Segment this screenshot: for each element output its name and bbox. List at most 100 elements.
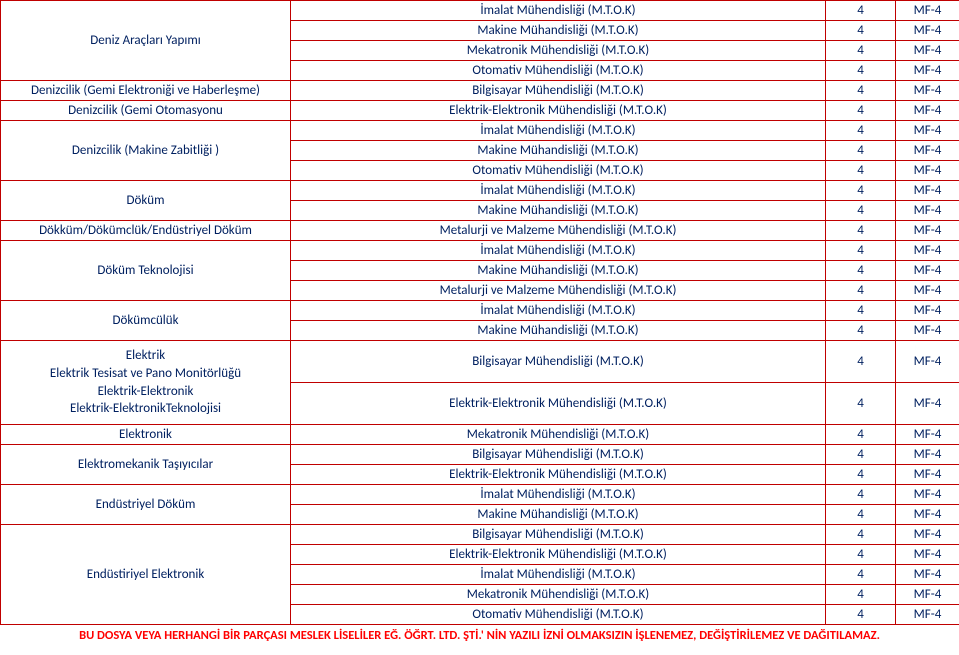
years-cell: 4 (826, 241, 896, 261)
table-row: Denizcilik (Makine Zabitliği )İmalat Müh… (1, 121, 959, 141)
years-cell: 4 (826, 585, 896, 605)
years-cell: 4 (826, 61, 896, 81)
program-cell: İmalat Mühendisliği (M.T.O.K) (291, 241, 826, 261)
program-cell: Elektrik-Elektronik Mühendisliği (M.T.O.… (291, 383, 826, 425)
category-cell: Elektronik (1, 425, 291, 445)
years-cell: 4 (826, 465, 896, 485)
years-cell: 4 (826, 445, 896, 465)
footer-warning: BU DOSYA VEYA HERHANGİ BİR PARÇASI MESLE… (0, 625, 959, 646)
program-cell: Otomativ Mühendisliği (M.T.O.K) (291, 605, 826, 625)
category-cell: Döküm Teknolojisi (1, 241, 291, 301)
table-row: Dökküm/Dökümclük/Endüstriyel DökümMetalu… (1, 221, 959, 241)
program-cell: Makine Mühandisliği (M.T.O.K) (291, 21, 826, 41)
score-cell: MF-4 (896, 505, 959, 525)
years-cell: 4 (826, 141, 896, 161)
program-cell: İmalat Mühendisliği (M.T.O.K) (291, 565, 826, 585)
program-cell: İmalat Mühendisliği (M.T.O.K) (291, 121, 826, 141)
category-cell: Dökümcülük (1, 301, 291, 341)
years-cell: 4 (826, 525, 896, 545)
program-cell: Makine Mühandisliği (M.T.O.K) (291, 141, 826, 161)
years-cell: 4 (826, 181, 896, 201)
program-cell: Elektrik-Elektronik Mühendisliği (M.T.O.… (291, 465, 826, 485)
years-cell: 4 (826, 605, 896, 625)
program-cell: Metalurji ve Malzeme Mühendisliği (M.T.O… (291, 281, 826, 301)
program-cell: Metalurji ve Malzeme Mühendisliği (M.T.O… (291, 221, 826, 241)
years-cell: 4 (826, 321, 896, 341)
table-row: Dökümİmalat Mühendisliği (M.T.O.K)4MF-4 (1, 181, 959, 201)
score-cell: MF-4 (896, 281, 959, 301)
table-row: Elektromekanik TaşıyıcılarBilgisayar Müh… (1, 445, 959, 465)
years-cell: 4 (826, 301, 896, 321)
category-cell: Denizcilik (Gemi Otomasyonu (1, 101, 291, 121)
table-row: Denizcilik (Gemi OtomasyonuElektrik-Elek… (1, 101, 959, 121)
table-row: Denizcilik (Gemi Elektroniği ve Haberleş… (1, 81, 959, 101)
category-cell: Denizcilik (Makine Zabitliği ) (1, 121, 291, 181)
score-cell: MF-4 (896, 565, 959, 585)
years-cell: 4 (826, 81, 896, 101)
years-cell: 4 (826, 21, 896, 41)
score-cell: MF-4 (896, 181, 959, 201)
years-cell: 4 (826, 41, 896, 61)
years-cell: 4 (826, 101, 896, 121)
category-cell: Döküm (1, 181, 291, 221)
years-cell: 4 (826, 341, 896, 383)
score-cell: MF-4 (896, 1, 959, 21)
score-cell: MF-4 (896, 21, 959, 41)
program-cell: Makine Mühandisliği (M.T.O.K) (291, 201, 826, 221)
years-cell: 4 (826, 425, 896, 445)
years-cell: 4 (826, 383, 896, 425)
program-cell: İmalat Mühendisliği (M.T.O.K) (291, 485, 826, 505)
score-cell: MF-4 (896, 425, 959, 445)
years-cell: 4 (826, 505, 896, 525)
table-row: Dökümcülükİmalat Mühendisliği (M.T.O.K)4… (1, 301, 959, 321)
years-cell: 4 (826, 281, 896, 301)
years-cell: 4 (826, 261, 896, 281)
program-cell: Mekatronik Mühendisliği (M.T.O.K) (291, 41, 826, 61)
category-cell: ElektrikElektrik Tesisat ve Pano Monitör… (1, 341, 291, 425)
score-cell: MF-4 (896, 101, 959, 121)
program-cell: Bilgisayar Mühendisliği (M.T.O.K) (291, 341, 826, 383)
program-cell: Elektrik-Elektronik Mühendisliği (M.T.O.… (291, 545, 826, 565)
score-cell: MF-4 (896, 81, 959, 101)
years-cell: 4 (826, 545, 896, 565)
program-cell: Bilgisayar Mühendisliği (M.T.O.K) (291, 81, 826, 101)
program-cell: Mekatronik Mühendisliği (M.T.O.K) (291, 425, 826, 445)
category-cell: Endüstriyel Döküm (1, 485, 291, 525)
program-cell: Mekatronik Mühendisliği (M.T.O.K) (291, 585, 826, 605)
years-cell: 4 (826, 1, 896, 21)
program-cell: İmalat Mühendisliği (M.T.O.K) (291, 1, 826, 21)
program-cell: Elektrik-Elektronik Mühendisliği (M.T.O.… (291, 101, 826, 121)
score-cell: MF-4 (896, 465, 959, 485)
table-row: Endüstriyel Dökümİmalat Mühendisliği (M.… (1, 485, 959, 505)
years-cell: 4 (826, 201, 896, 221)
score-cell: MF-4 (896, 241, 959, 261)
program-cell: İmalat Mühendisliği (M.T.O.K) (291, 301, 826, 321)
table-row: Döküm Teknolojisiİmalat Mühendisliği (M.… (1, 241, 959, 261)
eligibility-table: Deniz Araçları Yapımıİmalat Mühendisliği… (0, 0, 959, 625)
program-cell: Makine Mühandisliği (M.T.O.K) (291, 321, 826, 341)
score-cell: MF-4 (896, 445, 959, 465)
score-cell: MF-4 (896, 605, 959, 625)
category-cell: Endüstiriyel Elektronik (1, 525, 291, 625)
program-cell: Otomativ Mühendisliği (M.T.O.K) (291, 61, 826, 81)
score-cell: MF-4 (896, 585, 959, 605)
years-cell: 4 (826, 565, 896, 585)
category-cell: Denizcilik (Gemi Elektroniği ve Haberleş… (1, 81, 291, 101)
score-cell: MF-4 (896, 121, 959, 141)
category-cell: Deniz Araçları Yapımı (1, 1, 291, 81)
score-cell: MF-4 (896, 201, 959, 221)
years-cell: 4 (826, 485, 896, 505)
score-cell: MF-4 (896, 525, 959, 545)
program-cell: Bilgisayar Mühendisliği (M.T.O.K) (291, 445, 826, 465)
table-row: ElektrikElektrik Tesisat ve Pano Monitör… (1, 341, 959, 383)
score-cell: MF-4 (896, 301, 959, 321)
program-cell: İmalat Mühendisliği (M.T.O.K) (291, 181, 826, 201)
table-row: Endüstiriyel ElektronikBilgisayar Mühend… (1, 525, 959, 545)
score-cell: MF-4 (896, 383, 959, 425)
score-cell: MF-4 (896, 141, 959, 161)
score-cell: MF-4 (896, 485, 959, 505)
table-row: ElektronikMekatronik Mühendisliği (M.T.O… (1, 425, 959, 445)
program-cell: Makine Mühandisliği (M.T.O.K) (291, 261, 826, 281)
table-row: Deniz Araçları Yapımıİmalat Mühendisliği… (1, 1, 959, 21)
score-cell: MF-4 (896, 261, 959, 281)
